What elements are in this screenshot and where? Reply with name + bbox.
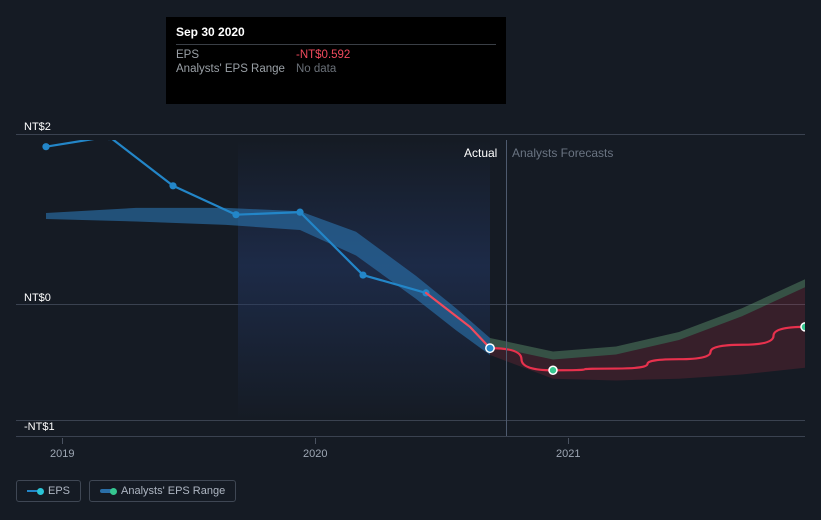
y-tick-label: NT$2 <box>24 121 51 133</box>
x-tick-label: 2021 <box>556 448 580 460</box>
legend-label: Analysts' EPS Range <box>121 485 225 497</box>
x-tick <box>62 438 63 444</box>
forecast-marker <box>549 366 557 374</box>
plot-area[interactable] <box>16 140 805 420</box>
legend-swatch-range <box>100 489 114 493</box>
tooltip-divider <box>176 44 496 45</box>
legend: EPS Analysts' EPS Range <box>16 480 236 502</box>
chart-tooltip: Sep 30 2020 EPS -NT$0.592 Analysts' EPS … <box>166 17 506 104</box>
x-tick-label: 2019 <box>50 448 74 460</box>
tooltip-value: -NT$0.592 <box>296 49 350 61</box>
plot-svg <box>16 140 805 420</box>
tooltip-label: Analysts' EPS Range <box>176 63 296 75</box>
x-axis-line <box>16 436 805 437</box>
legend-swatch-eps <box>27 490 41 492</box>
x-tick-label: 2020 <box>303 448 327 460</box>
crosshair-line <box>506 140 507 436</box>
tooltip-label: EPS <box>176 49 296 61</box>
range-area-actual <box>46 208 490 355</box>
tooltip-title: Sep 30 2020 <box>176 25 496 39</box>
gridline-ym1 <box>16 420 805 421</box>
tooltip-row-range: Analysts' EPS Range No data <box>176 62 496 76</box>
legend-item-eps-range[interactable]: Analysts' EPS Range <box>89 480 236 502</box>
forecast-marker-right <box>801 323 805 331</box>
eps-marker <box>359 271 366 278</box>
section-forecast-label: Analysts Forecasts <box>512 146 613 160</box>
tooltip-value: No data <box>296 63 336 75</box>
section-actual-label: Actual <box>464 146 497 160</box>
eps-marker <box>169 182 176 189</box>
hover-marker <box>486 344 494 352</box>
legend-item-eps[interactable]: EPS <box>16 480 81 502</box>
y-tick-label: -NT$1 <box>24 421 55 433</box>
x-tick <box>568 438 569 444</box>
tooltip-row-eps: EPS -NT$0.592 <box>176 48 496 62</box>
gridline-y2 <box>16 134 805 135</box>
x-tick <box>315 438 316 444</box>
legend-label: EPS <box>48 485 70 497</box>
eps-marker <box>42 143 49 150</box>
eps-chart: NT$2 NT$0 -NT$1 Actual Analysts Forecast… <box>16 0 805 520</box>
eps-marker <box>232 211 239 218</box>
eps-marker <box>296 209 303 216</box>
